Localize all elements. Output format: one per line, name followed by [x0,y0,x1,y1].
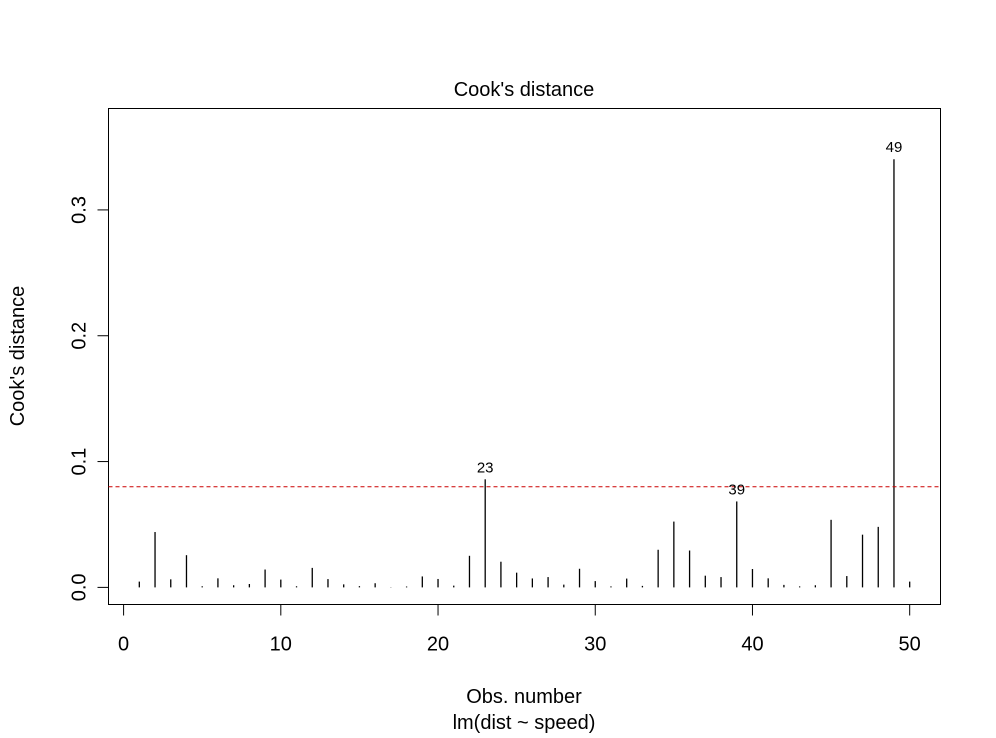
point-label: 49 [886,139,903,156]
x-axis: 0 10 20 30 40 50 [118,604,921,656]
point-label: 39 [728,481,745,498]
x-tick-label: 20 [427,634,449,656]
chart-title: Cook's distance [454,79,595,101]
y-tick-label: 0.1 [69,448,91,476]
y-tick-label: 0.2 [69,322,91,350]
x-tick-label: 40 [741,634,763,656]
y-axis: 0.0 0.1 0.2 0.3 [69,196,109,601]
chart-subtitle: lm(dist ~ speed) [453,712,596,734]
bars-group [138,159,911,588]
y-tick-label: 0.3 [69,196,91,224]
y-tick-label: 0.0 [69,573,91,601]
point-labels-group: 23 39 49 [477,139,902,498]
x-tick-label: 50 [899,634,921,656]
x-tick-label: 0 [118,634,129,656]
x-tick-label: 10 [270,634,292,656]
x-tick-label: 30 [584,634,606,656]
plot-area-frame [108,108,941,605]
x-axis-label: Obs. number [466,686,582,708]
point-label: 23 [477,459,494,476]
y-axis-label: Cook's distance [7,286,29,427]
